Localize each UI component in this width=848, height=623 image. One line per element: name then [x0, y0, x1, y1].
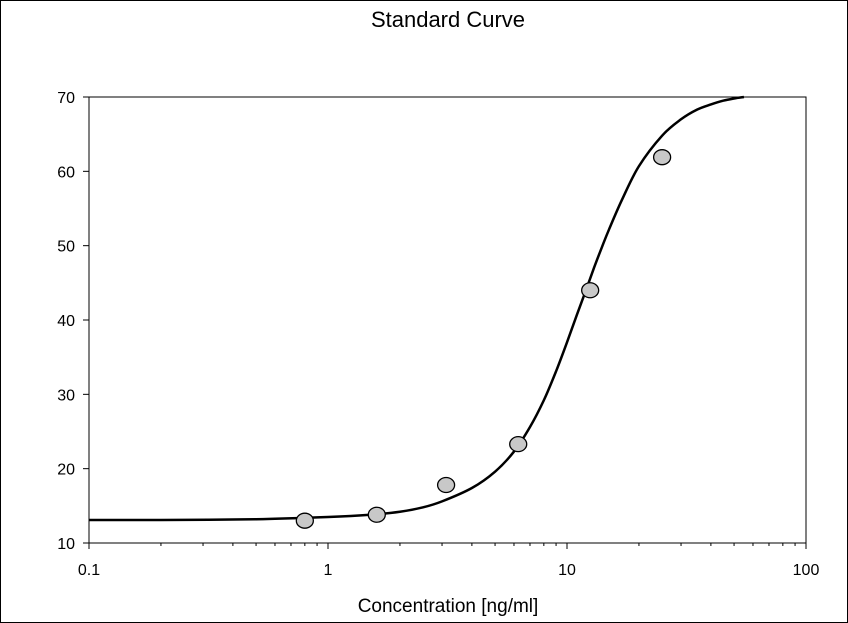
- plot-area: [88, 96, 807, 544]
- x-axis-title: Concentration [ng/ml]: [358, 596, 539, 617]
- x-tick-label: 0.1: [78, 562, 100, 579]
- data-point: [509, 435, 528, 453]
- x-axis: 0.1 1 10 100: [78, 543, 820, 579]
- y-tick-label: 50: [57, 239, 75, 256]
- y-tick-label: 30: [57, 387, 75, 404]
- data-point: [436, 476, 456, 494]
- data-point: [581, 282, 600, 299]
- data-point: [652, 149, 672, 166]
- y-axis: 10 20 30 40 50 60 70: [57, 90, 89, 553]
- x-tick-label: 10: [558, 562, 576, 579]
- y-tick-label: 10: [57, 536, 75, 553]
- y-tick-label: 70: [57, 90, 75, 107]
- chart-title: Standard Curve: [371, 7, 525, 32]
- y-tick-label: 40: [57, 313, 75, 330]
- data-point: [367, 506, 386, 523]
- data-points: [295, 149, 672, 529]
- x-tick-label: 1: [324, 562, 333, 579]
- y-tick-label: 60: [57, 164, 75, 181]
- x-tick-label: 100: [793, 562, 820, 579]
- y-tick-label: 20: [57, 462, 75, 479]
- data-point: [295, 512, 314, 529]
